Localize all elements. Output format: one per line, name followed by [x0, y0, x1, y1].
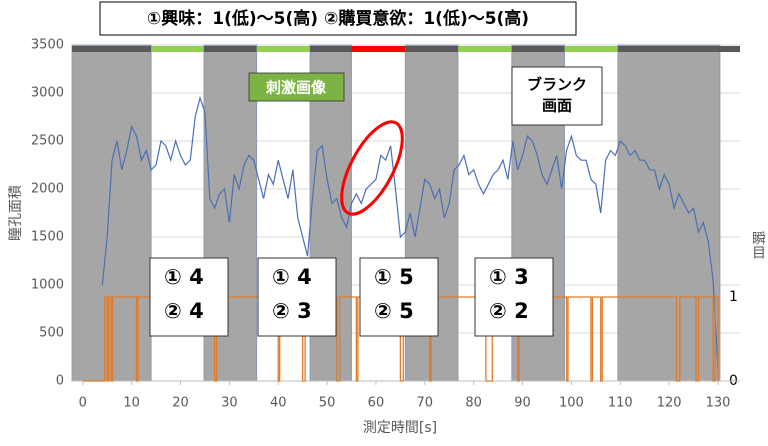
score-text: ② 3 — [272, 299, 312, 323]
y-axis-label: 瞳孔面積 — [7, 185, 24, 241]
score-box — [359, 257, 439, 337]
score-text: ① 5 — [374, 265, 414, 289]
y-tick-label: 2500 — [31, 134, 64, 149]
data-line — [101, 95, 719, 372]
y2-axis-label: 瞬目 — [750, 231, 766, 259]
x-tick-label: 50 — [319, 396, 336, 411]
top-bar-segment — [203, 46, 257, 52]
y-tick-label: 3500 — [31, 38, 64, 53]
y-tick-label: 1000 — [31, 278, 64, 293]
score-text: ① 3 — [489, 265, 529, 289]
top-bar-segment — [458, 46, 512, 52]
score-text: ① 4 — [272, 265, 312, 289]
x-tick-label: 0 — [79, 396, 87, 411]
x-tick-label: 10 — [123, 396, 140, 411]
score-box — [149, 257, 229, 337]
title-box — [99, 1, 577, 36]
x-axis-label: 測定時間[s] — [363, 420, 437, 436]
top-bar-segment — [151, 46, 204, 52]
y-tick-label: 2000 — [31, 182, 64, 197]
blank-label: ブランク — [527, 76, 587, 94]
plot-background: 0 500 1000 1500 2000 2500 3000 3500 0 10 20 30 40 50 6… — [31, 38, 740, 411]
x-tick-label: 80 — [465, 396, 482, 411]
x-tick-label: 70 — [417, 396, 434, 411]
blank-label: 画面 — [542, 97, 572, 115]
x-tick-label: 60 — [368, 396, 385, 411]
x-tick-label: 20 — [172, 396, 189, 411]
y-tick-label: 3000 — [31, 86, 64, 101]
blank-label-box — [511, 66, 603, 126]
top-bar-segment — [511, 46, 565, 52]
x-tick-label: 40 — [270, 396, 287, 411]
top-bar-segment — [309, 46, 352, 52]
top-bar-segment — [564, 46, 618, 52]
chart-title: ①興味：1(低)〜5(高) ②購買意欲：1(低)〜5(高) — [147, 8, 529, 29]
top-bar-segment — [256, 46, 310, 52]
top-bar-segment — [617, 46, 740, 52]
x-tick-label: 100 — [559, 396, 584, 411]
top-bar-segment — [72, 46, 152, 52]
stimulus-label: 刺激画像 — [266, 79, 327, 97]
score-text: ② 2 — [489, 299, 529, 323]
x-tick-label: 120 — [657, 396, 682, 411]
top-bar-segment — [405, 46, 459, 52]
shaded-period — [617, 44, 721, 382]
x-tick-label: 90 — [514, 396, 531, 411]
y-tick-label: 0 — [56, 374, 64, 389]
y-tick-label: 500 — [39, 326, 64, 341]
y-tick-label: 1500 — [31, 230, 64, 245]
score-text: ① 4 — [164, 265, 204, 289]
x-tick-label: 30 — [221, 396, 238, 411]
x-tick-label: 110 — [608, 396, 633, 411]
x-tick-label: 130 — [706, 396, 731, 411]
score-text: ② 4 — [164, 299, 204, 323]
score-box — [257, 257, 337, 337]
stimulus-label-box — [248, 72, 345, 102]
score-text: ② 5 — [374, 299, 414, 323]
y2-tick-label: 1 — [729, 289, 738, 305]
top-bar-segment — [351, 46, 406, 52]
score-box — [474, 257, 554, 337]
highlight-ellipse — [340, 120, 404, 216]
